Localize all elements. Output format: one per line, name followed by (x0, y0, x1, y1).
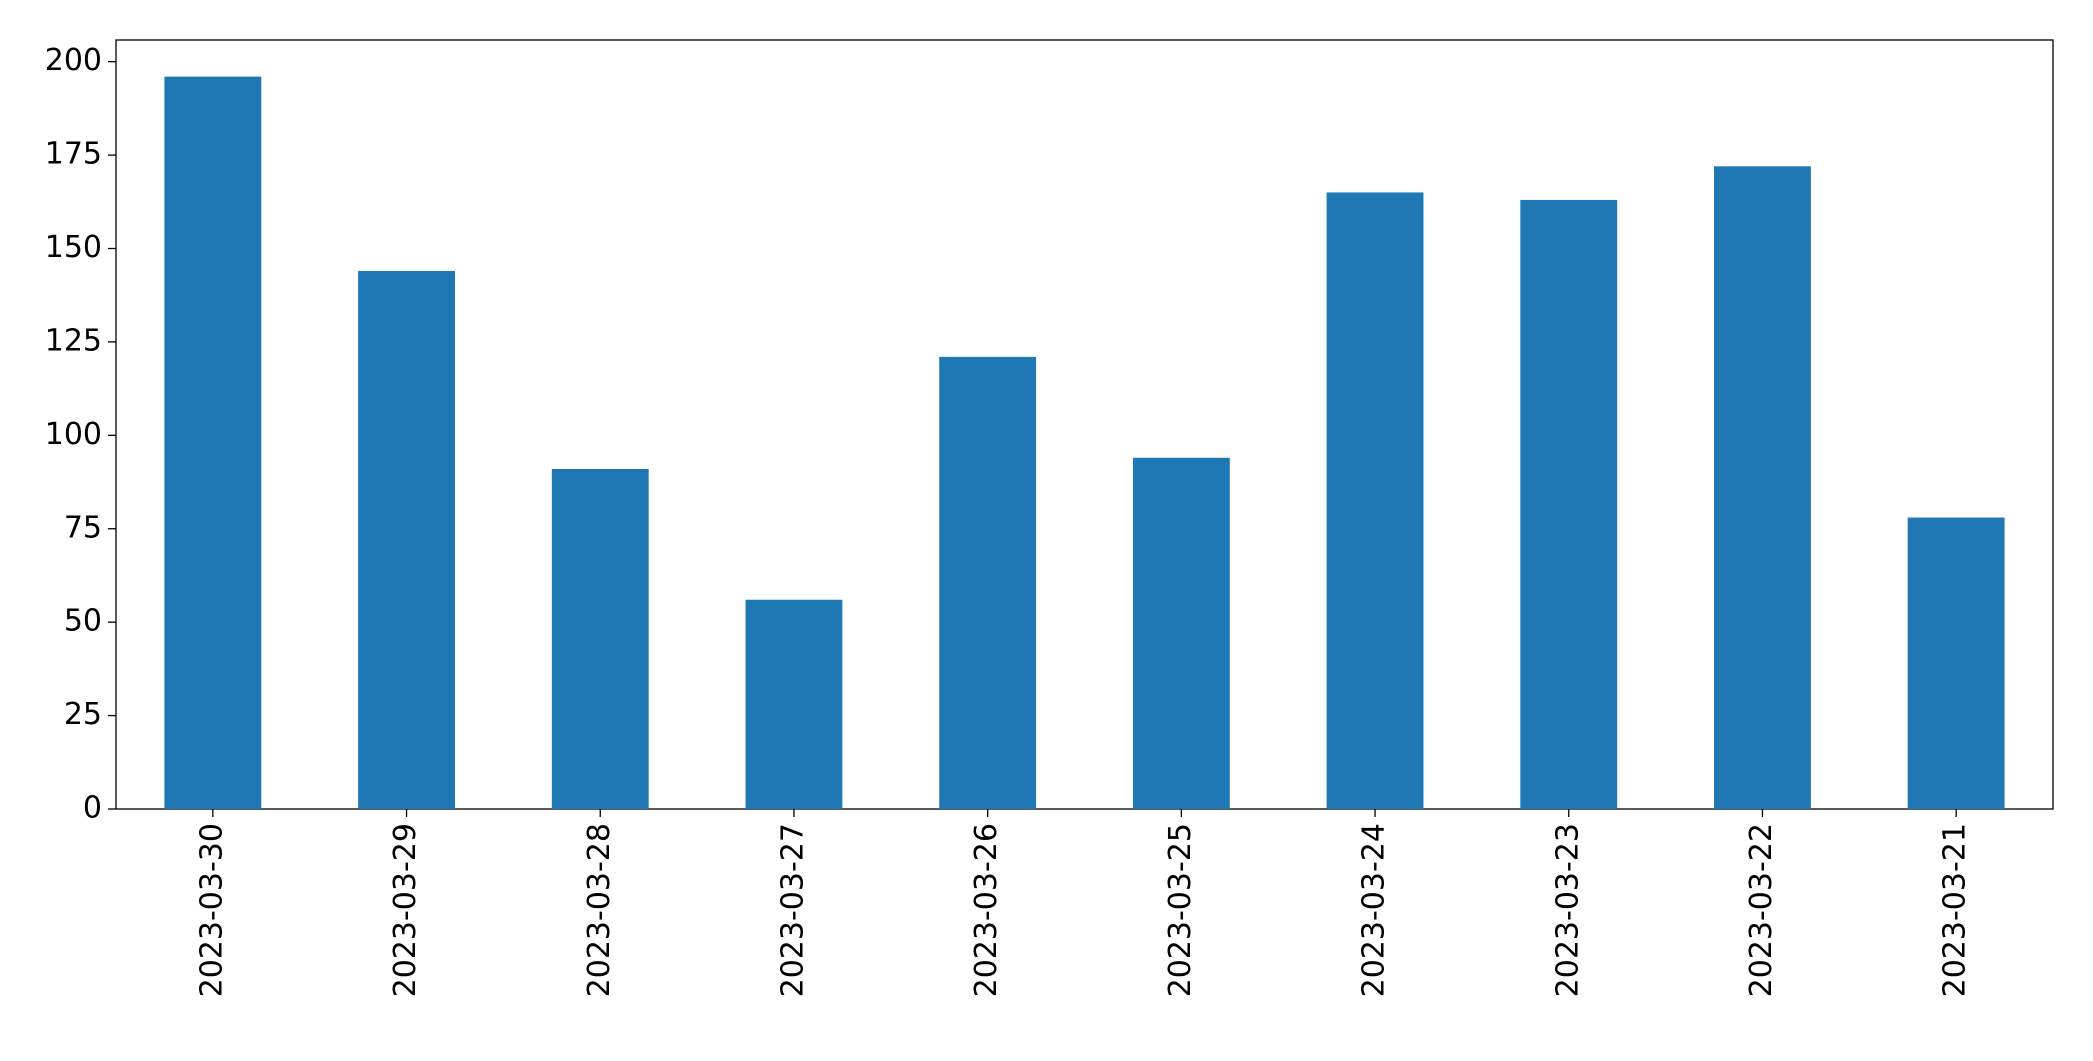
bar (551, 468, 649, 809)
x-tick-label: 2023-03-24 (1357, 823, 1392, 997)
y-tick-label: 150 (45, 230, 102, 265)
bar (1520, 199, 1618, 809)
x-tick-label: 2023-03-22 (1744, 823, 1779, 997)
y-tick-label: 75 (64, 510, 102, 545)
x-tick-label: 2023-03-21 (1938, 823, 1973, 997)
x-tick-label: 2023-03-29 (388, 823, 423, 997)
bar (745, 599, 843, 809)
y-tick-label: 200 (45, 43, 102, 78)
y-tick-label: 125 (45, 323, 102, 358)
y-tick-label: 0 (83, 791, 102, 826)
bar (1714, 166, 1811, 810)
y-tick-label: 25 (64, 697, 102, 732)
bar (1326, 192, 1424, 809)
plot-frame (115, 39, 2054, 810)
y-tick-label: 100 (45, 417, 102, 452)
bar (1132, 457, 1230, 809)
x-tick-label: 2023-03-30 (194, 823, 229, 997)
x-tick-label: 2023-03-27 (775, 823, 810, 997)
y-tick-label: 175 (45, 137, 102, 172)
bar (939, 356, 1037, 809)
y-tick-label: 50 (64, 604, 102, 639)
bar (358, 270, 455, 809)
bar (1907, 517, 2005, 809)
x-tick-label: 2023-03-25 (1163, 823, 1198, 997)
x-tick-label: 2023-03-26 (969, 823, 1004, 997)
x-tick-label: 2023-03-23 (1550, 823, 1585, 997)
bar (164, 76, 262, 810)
x-tick-label: 2023-03-28 (582, 823, 617, 997)
